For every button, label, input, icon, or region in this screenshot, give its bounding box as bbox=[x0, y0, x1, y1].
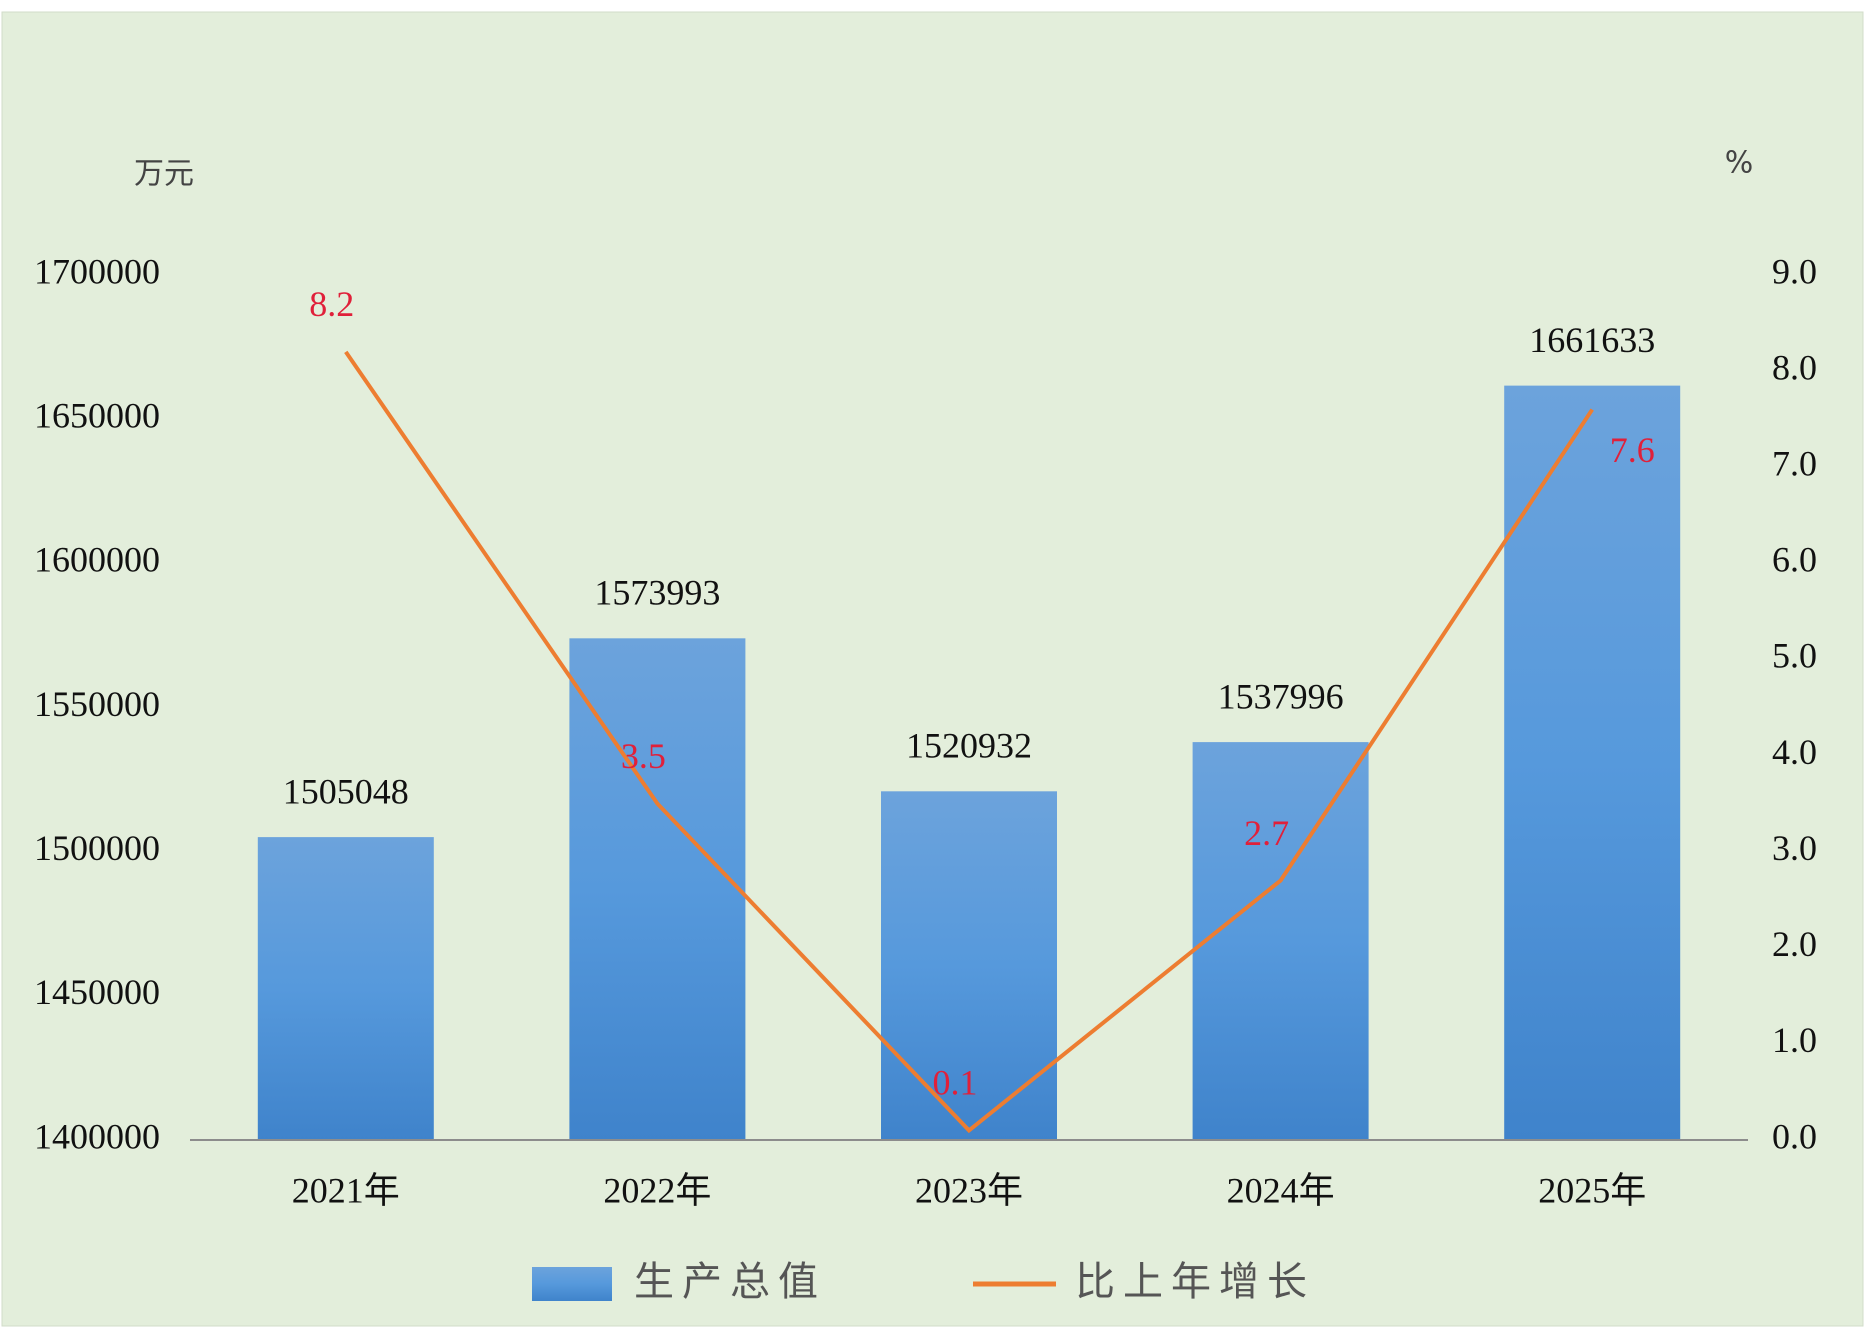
y2-tick-label: 2.0 bbox=[1772, 924, 1817, 964]
x-tick-label: 2025年 bbox=[1538, 1170, 1646, 1210]
y-tick-label: 1700000 bbox=[34, 251, 160, 291]
line-value-label: 3.5 bbox=[621, 736, 666, 776]
bar bbox=[257, 837, 434, 1140]
y2-tick-label: 5.0 bbox=[1772, 636, 1817, 676]
y2-tick-label: 4.0 bbox=[1772, 732, 1817, 772]
x-tick-label: 2022年 bbox=[603, 1170, 711, 1210]
y2-tick-label: 1.0 bbox=[1772, 1020, 1817, 1060]
legend-label: 生产总值 bbox=[634, 1259, 826, 1305]
y-tick-label: 1550000 bbox=[34, 684, 160, 724]
y2-tick-label: 8.0 bbox=[1772, 347, 1817, 387]
x-tick-label: 2024年 bbox=[1227, 1170, 1335, 1210]
y-tick-label: 1450000 bbox=[34, 972, 160, 1012]
y2-tick-label: 9.0 bbox=[1772, 251, 1817, 291]
line bbox=[344, 350, 1594, 1134]
line-value-label: 0.1 bbox=[933, 1063, 978, 1103]
bar bbox=[1192, 742, 1369, 1140]
bar-value-label: 1573993 bbox=[594, 573, 720, 613]
y2-tick-label: 6.0 bbox=[1772, 540, 1817, 580]
legend-label: 比上年增长 bbox=[1075, 1259, 1315, 1305]
y-tick-label: 1600000 bbox=[34, 540, 160, 580]
y2-unit: % bbox=[1725, 146, 1754, 181]
bar-value-label: 1537996 bbox=[1218, 676, 1344, 716]
y2-tick-label: 7.0 bbox=[1772, 443, 1817, 483]
y-tick-label: 1500000 bbox=[34, 828, 160, 868]
legend-swatch bbox=[532, 1267, 612, 1301]
line-value-label: 7.6 bbox=[1610, 430, 1655, 470]
x-tick-label: 2023年 bbox=[915, 1170, 1023, 1210]
line-value-label: 2.7 bbox=[1244, 813, 1289, 853]
bar-value-label: 1505048 bbox=[283, 771, 409, 811]
bar-value-label: 1520932 bbox=[906, 726, 1032, 766]
line-value-label: 8.2 bbox=[309, 284, 354, 324]
y-tick-label: 1400000 bbox=[34, 1116, 160, 1156]
y2-tick-label: 3.0 bbox=[1772, 828, 1817, 868]
bar-value-label: 1661633 bbox=[1529, 320, 1655, 360]
y-tick-label: 1650000 bbox=[34, 395, 160, 435]
x-tick-label: 2021年 bbox=[292, 1170, 400, 1210]
y-unit: 万元 bbox=[134, 157, 194, 192]
bar bbox=[1504, 385, 1681, 1140]
y2-tick-label: 0.0 bbox=[1772, 1116, 1817, 1156]
